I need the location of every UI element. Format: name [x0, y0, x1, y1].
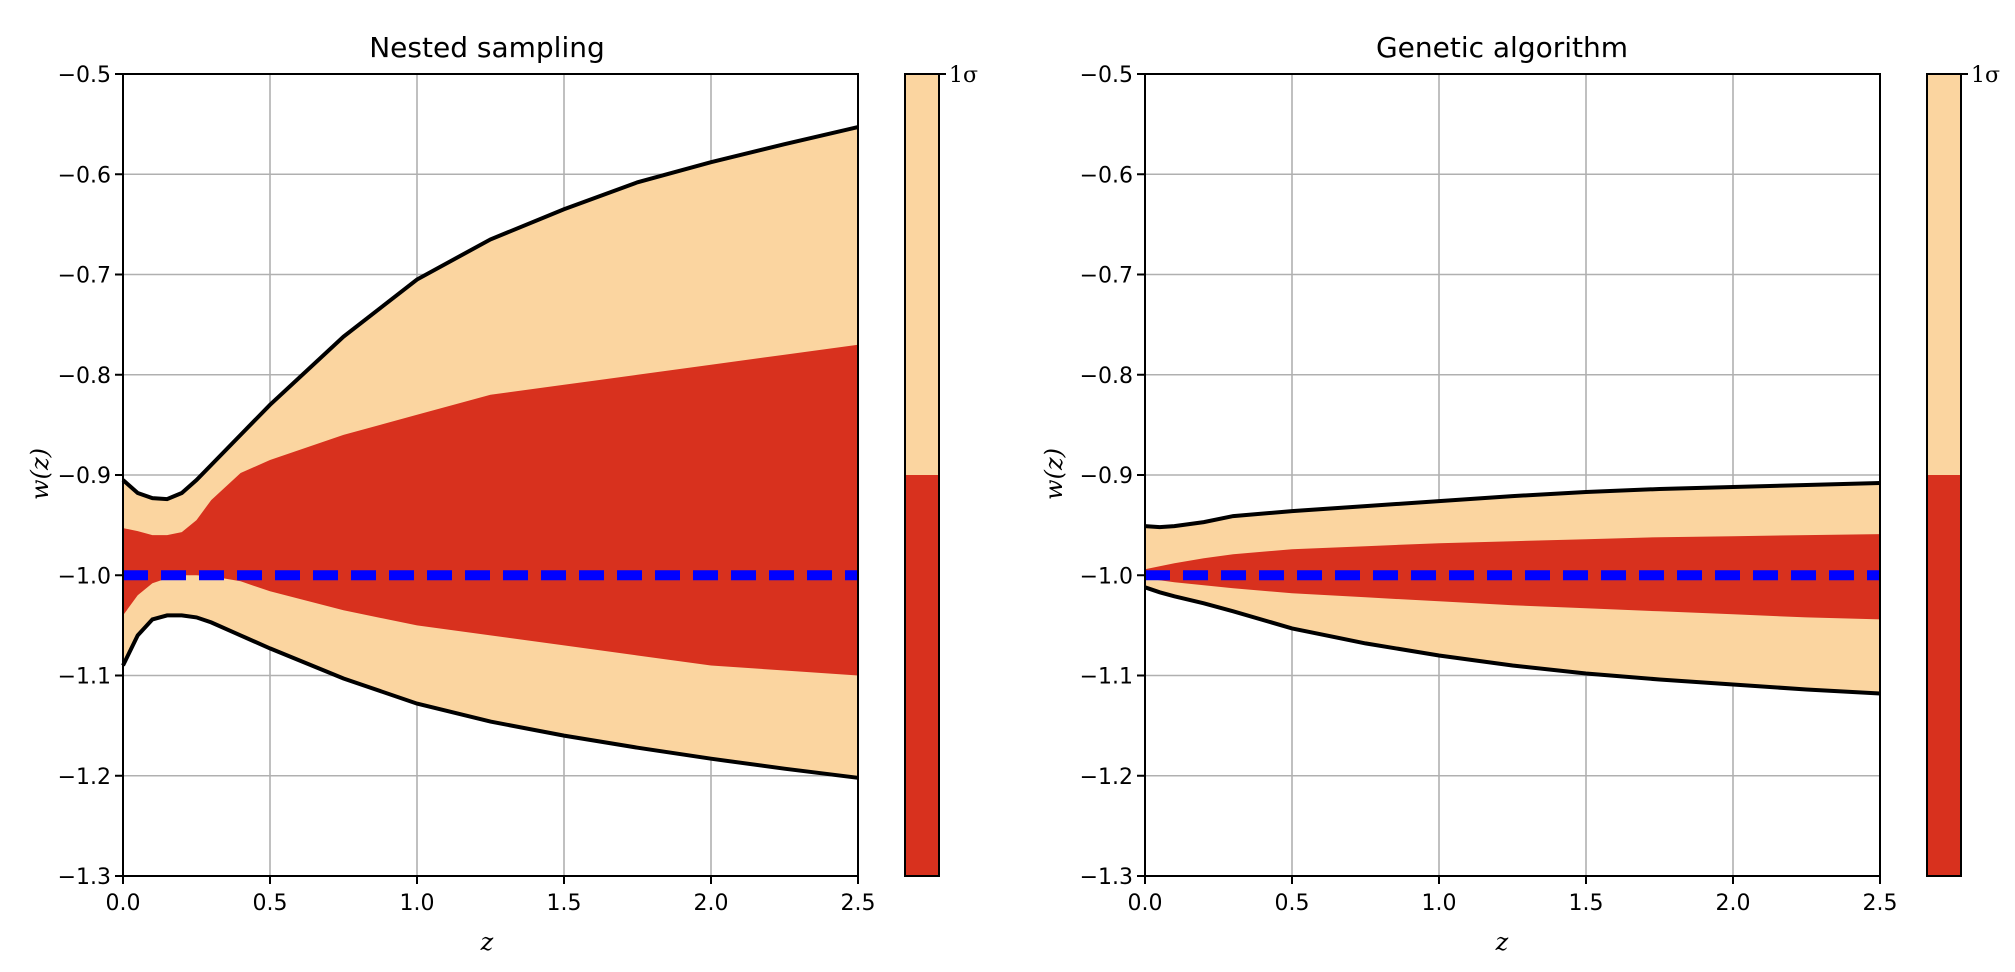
one-sigma-band — [1145, 534, 1880, 620]
colorbar-outer-segment — [905, 74, 939, 475]
y-tick-label: −1.2 — [58, 765, 111, 790]
chart-title: Nested sampling — [369, 31, 605, 64]
x-tick-label: 2.5 — [841, 891, 876, 916]
y-tick-label: −0.5 — [58, 63, 111, 88]
colorbar-inner-segment — [1927, 475, 1961, 876]
y-tick-label: −0.8 — [1080, 364, 1133, 389]
y-tick-label: −1.0 — [1080, 564, 1133, 589]
colorbar: 1σ — [1926, 63, 2000, 877]
upper-boundary-line — [121, 125, 859, 502]
x-tick-label: 0.0 — [1128, 891, 1163, 916]
y-tick-label: −1.0 — [58, 564, 111, 589]
y-tick-label: −0.7 — [58, 264, 111, 289]
y-tick-label: −1.1 — [58, 665, 111, 690]
y-tick-label: −0.9 — [1080, 464, 1133, 489]
x-axis-label: z — [480, 928, 494, 956]
x-tick-label: 2.5 — [1863, 891, 1898, 916]
y-tick-label: −1.2 — [1080, 765, 1133, 790]
x-tick-label: 1.0 — [400, 891, 435, 916]
colorbar-frame — [1926, 73, 1962, 877]
y-axis-label: w(z) — [1040, 448, 1068, 500]
panel-nested-sampling: Nested sampling 0.0 0.5 1.0 1.5 2.0 2.5 −0.5−… — [26, 31, 978, 956]
colorbar-label: 1σ — [949, 63, 978, 88]
y-tick-label: −1.1 — [1080, 665, 1133, 690]
chart-title: Genetic algorithm — [1376, 31, 1628, 64]
y-tick-label: −1.3 — [58, 865, 111, 890]
x-tick-label: 1.5 — [547, 891, 582, 916]
y-axis-ticks: −0.5 −0.6 −0.7 −0.8 −0.9 −1.0 −1.1 −1.2 −1.3 — [1080, 63, 1145, 890]
x-tick-label: 0.5 — [253, 891, 288, 916]
y-tick-label: −0.9 — [58, 464, 111, 489]
boundary-lines — [1144, 481, 1881, 696]
upper-boundary-line — [1144, 481, 1881, 530]
colorbar-inner-segment — [905, 475, 939, 876]
y-tick-label: −1.3 — [1080, 865, 1133, 890]
x-tick-label: 2.0 — [1716, 891, 1751, 916]
x-tick-label: 1.5 — [1569, 891, 1604, 916]
colorbar-label: 1σ — [1971, 63, 2000, 88]
y-axis-ticks: −0.5 −0.6 −0.7 −0.8 −0.9 −1.0 −1.1 −1.2 −1.3 — [58, 63, 123, 890]
colorbar-frame — [904, 73, 940, 877]
confidence-bands — [1145, 483, 1880, 694]
x-tick-label: 1.0 — [1422, 891, 1457, 916]
x-tick-label: 2.0 — [694, 891, 729, 916]
x-axis-ticks: 0.0 0.5 1.0 1.5 2.0 2.5 — [106, 876, 876, 916]
boundary-lines — [121, 125, 859, 780]
y-axis-label: w(z) — [26, 448, 54, 500]
y-tick-label: −0.7 — [1080, 264, 1133, 289]
panel-genetic-algorithm: Genetic algorithm 0.0 0.5 1.0 1.5 2.0 2.5 −0.… — [1040, 31, 2000, 956]
x-tick-label: 0.0 — [106, 891, 141, 916]
y-tick-label: −0.6 — [58, 163, 111, 188]
grid — [1144, 73, 1881, 877]
lower-boundary-line — [121, 613, 859, 780]
x-axis-ticks: 0.0 0.5 1.0 1.5 2.0 2.5 — [1128, 876, 1898, 916]
lower-boundary-line — [1144, 585, 1881, 696]
colorbar-outer-segment — [1927, 74, 1961, 475]
x-tick-label: 0.5 — [1275, 891, 1310, 916]
y-tick-label: −0.5 — [1080, 63, 1133, 88]
confidence-bands — [123, 127, 858, 778]
colorbar: 1σ — [904, 63, 978, 877]
y-tick-label: −0.8 — [58, 364, 111, 389]
x-axis-label: z — [1495, 928, 1509, 956]
one-sigma-band — [123, 344, 858, 676]
y-tick-label: −0.6 — [1080, 163, 1133, 188]
